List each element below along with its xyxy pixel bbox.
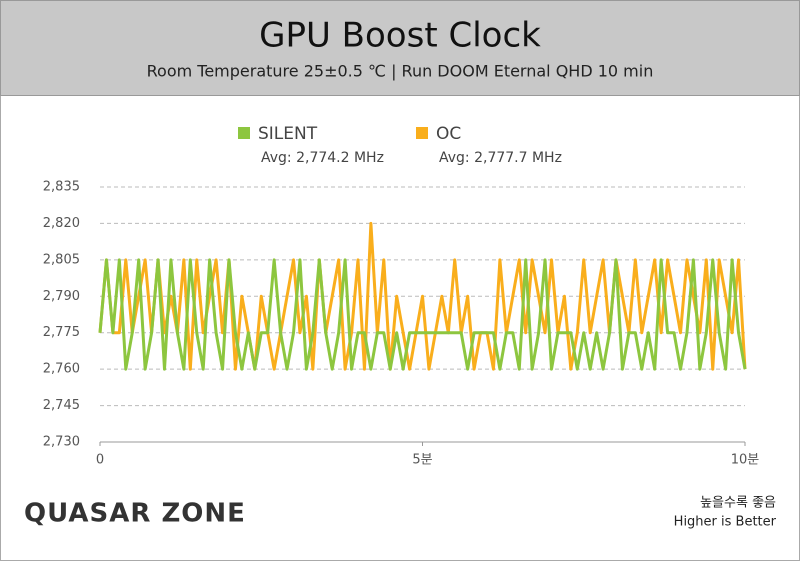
y-tick-label: 2,760	[43, 362, 80, 377]
y-tick-label: 2,820	[43, 216, 80, 231]
legend-label: SILENT	[258, 124, 318, 144]
legend-swatch	[238, 127, 250, 139]
y-tick-label: 2,790	[43, 289, 80, 304]
header	[0, 0, 800, 96]
x-tick-label: 10분	[731, 453, 760, 468]
legend-avg: Avg: 2,774.2 MHz	[261, 150, 384, 166]
y-tick-label: 2,835	[43, 180, 80, 195]
series-line	[98, 258, 747, 371]
legend-avg: Avg: 2,777.7 MHz	[439, 150, 562, 166]
y-tick-label: 2,805	[43, 252, 80, 267]
y-tick-label: 2,730	[43, 435, 80, 450]
legend-label: OC	[436, 124, 461, 144]
note-en: Higher is Better	[674, 515, 777, 530]
chart-subtitle: Room Temperature 25±0.5 ℃ | Run DOOM Ete…	[147, 62, 654, 81]
x-tick-label: 0	[96, 453, 104, 468]
brand-logo: QUASAR ZONE	[24, 499, 246, 529]
legend-swatch	[416, 127, 428, 139]
note-ko: 높을수록 좋음	[700, 496, 776, 511]
chart-title: GPU Boost Clock	[259, 16, 541, 56]
y-tick-label: 2,775	[43, 325, 80, 340]
y-tick-label: 2,745	[43, 398, 80, 413]
x-tick-label: 5분	[412, 453, 432, 468]
